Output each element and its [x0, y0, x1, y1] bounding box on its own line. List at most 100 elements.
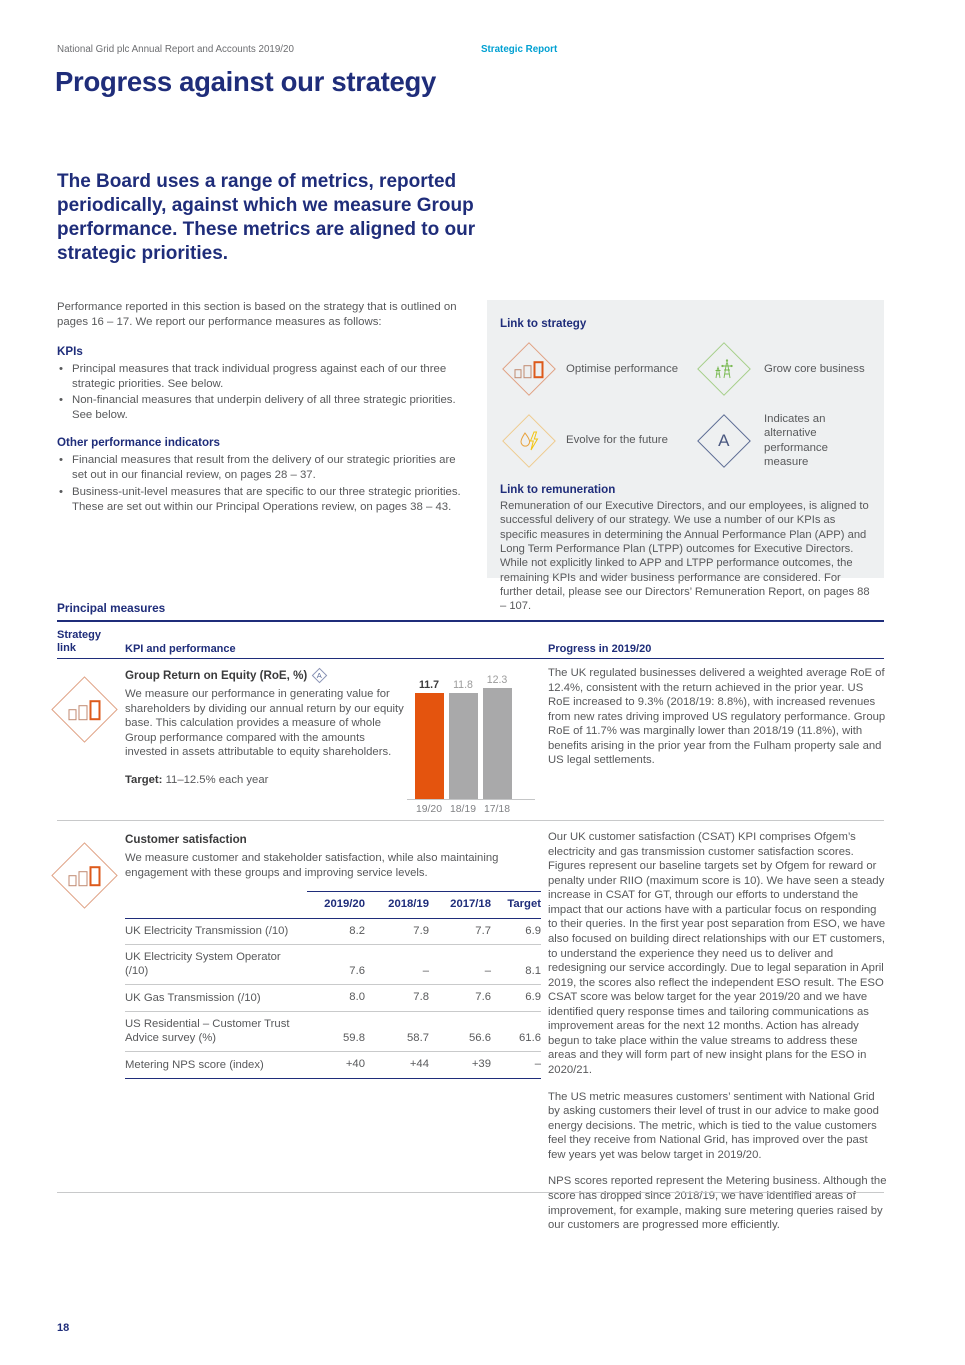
cell-value: 7.9 — [365, 918, 429, 946]
list-item: Business-unit-level measures that are sp… — [57, 485, 469, 515]
chart-category-labels: 19/20 18/19 17/18 — [407, 804, 535, 815]
axis-tick-label: 19/20 — [415, 804, 442, 815]
list-item: Principal measures that track individual… — [57, 362, 469, 392]
column-header: 2019/20 — [307, 891, 365, 919]
bar-17-18 — [482, 688, 512, 799]
column-header-kpi: KPI and performance — [125, 643, 236, 655]
csat-strategy-link-icon-cell — [49, 842, 119, 909]
csat-progress-paragraph: Our UK customer satisfaction (CSAT) KPI … — [548, 831, 886, 1076]
csat-kpi-cell: Customer satisfaction We measure custome… — [125, 833, 541, 1079]
row-label: UK Electricity System Operator (/10) — [125, 944, 307, 986]
roe-description: We measure our performance in generating… — [125, 687, 404, 759]
cell-value: – — [365, 944, 429, 986]
bottom-divider — [57, 1192, 884, 1193]
intro-statement: The Board uses a range of metrics, repor… — [57, 171, 476, 264]
cell-value: – — [429, 944, 491, 986]
cell-value: 59.8 — [307, 1011, 365, 1053]
cell-value: 7.7 — [429, 918, 491, 946]
column-header-progress: Progress in 2019/20 — [548, 643, 652, 655]
csat-progress-paragraph: The US metric measures customers’ sentim… — [548, 1090, 879, 1161]
roe-target: Target: 11–12.5% each year — [125, 773, 269, 786]
table-row: UK Electricity System Operator (/10) 7.6… — [125, 944, 541, 986]
cell-value: 58.7 — [365, 1011, 429, 1053]
row-label: UK Electricity Transmission (/10) — [125, 918, 307, 946]
table-top-rule — [57, 620, 884, 622]
alternative-measure-icon: A — [697, 413, 751, 468]
bar-value-label: 12.3 — [486, 674, 508, 686]
cell-value: 56.6 — [429, 1011, 491, 1053]
table-row: US Residential – Customer Trust Advice s… — [125, 1011, 541, 1053]
cell-value: 8.0 — [307, 984, 365, 1012]
chart-bar-group: 12.3 — [482, 674, 512, 799]
csat-progress-paragraph: NPS scores reported represent the Meteri… — [548, 1175, 887, 1232]
bar-value-label: 11.8 — [453, 679, 473, 691]
csat-description: We measure customer and stakeholder sati… — [125, 851, 499, 879]
strategy-item-label: Optimise performance — [566, 362, 679, 375]
cell-value: +40 — [307, 1051, 365, 1079]
cell-value: – — [491, 1051, 541, 1079]
grow-core-business-icon — [697, 342, 751, 396]
cell-value: 7.6 — [307, 944, 365, 986]
link-to-strategy-box: Link to strategy Optimise performance Gr… — [487, 300, 884, 612]
bar-value-label: 11.7 — [418, 679, 440, 691]
alternative-measure-icon: A — [312, 668, 328, 684]
chart-bar-group: 11.8 — [448, 679, 478, 799]
cell-value: +44 — [365, 1051, 429, 1079]
other-indicators-bullet-list: Financial measures that result from the … — [57, 453, 469, 514]
cell-value: 8.2 — [307, 918, 365, 946]
chart-bar-group: 11.7 — [414, 679, 444, 799]
kpis-heading: KPIs — [57, 344, 83, 358]
roe-progress-cell: The UK regulated businesses delivered a … — [548, 666, 888, 780]
optimise-performance-icon — [50, 842, 118, 909]
roe-bar-chart: 11.7 11.8 12.3 19/20 18/19 17/18 — [407, 671, 535, 815]
table-header-rule — [57, 658, 884, 659]
cell-value: 7.8 — [365, 984, 429, 1012]
cell-value: 6.9 — [491, 918, 541, 946]
optimise-performance-icon — [502, 342, 556, 396]
report-header-text: National Grid plc Annual Report and Acco… — [57, 44, 294, 55]
table-row: Metering NPS score (index) +40 +44 +39 – — [125, 1051, 541, 1079]
page-number: 18 — [57, 1322, 70, 1334]
cell-value: +39 — [429, 1051, 491, 1079]
bar-19-20 — [414, 693, 444, 799]
section-label: Strategic Report — [481, 44, 558, 55]
row-label: UK Gas Transmission (/10) — [125, 984, 307, 1012]
roe-kpi-cell: Group Return on Equity (RoE, %) A We meas… — [125, 668, 407, 787]
chart-axis-line — [407, 799, 535, 800]
column-header: Target — [491, 891, 541, 919]
page-title: Progress against our strategy — [55, 66, 437, 97]
csat-title: Customer satisfaction — [125, 833, 247, 846]
row-label: US Residential – Customer Trust Advice s… — [125, 1011, 307, 1053]
cell-value: 8.1 — [491, 944, 541, 986]
remuneration-heading: Link to remuneration — [500, 483, 616, 496]
principal-measures-heading: Principal measures — [57, 601, 166, 615]
kpis-bullet-list: Principal measures that track individual… — [57, 362, 469, 423]
bar-18-19 — [448, 693, 478, 799]
optimise-performance-icon — [50, 676, 118, 743]
column-header: 2017/18 — [429, 891, 491, 919]
row-divider — [57, 820, 884, 821]
table-row: UK Gas Transmission (/10) 8.0 7.8 7.6 6.… — [125, 984, 541, 1012]
remuneration-text: Remuneration of our Executive Directors,… — [500, 500, 870, 613]
column-header-strategy-link: Strategy link — [57, 629, 102, 654]
chart-bars: 11.7 11.8 12.3 — [407, 671, 535, 799]
table-row: UK Electricity Transmission (/10) 8.2 7.… — [125, 918, 541, 946]
roe-strategy-link-icon-cell — [49, 676, 119, 743]
list-item: Financial measures that result from the … — [57, 453, 469, 483]
performance-paragraph: Performance reported in this section is … — [57, 301, 457, 328]
strategy-item-label: Indicates an alternative performance mea… — [764, 413, 828, 468]
empty-header-cell — [125, 891, 307, 919]
cell-value: 7.6 — [429, 984, 491, 1012]
csat-progress-cell: Our UK customer satisfaction (CSAT) KPI … — [548, 830, 888, 1245]
evolve-for-future-icon — [502, 413, 556, 468]
strategy-box-title: Link to strategy — [500, 317, 587, 330]
column-header: 2018/19 — [365, 891, 429, 919]
strategy-item-label: Grow core business — [764, 362, 865, 375]
axis-tick-label: 17/18 — [483, 804, 510, 815]
strategy-icon-grid: Optimise performance Grow core business — [500, 342, 870, 469]
cell-value: 6.9 — [491, 984, 541, 1012]
axis-tick-label: 18/19 — [449, 804, 476, 815]
row-label: Metering NPS score (index) — [125, 1051, 307, 1079]
list-item: Non-financial measures that underpin del… — [57, 393, 469, 423]
